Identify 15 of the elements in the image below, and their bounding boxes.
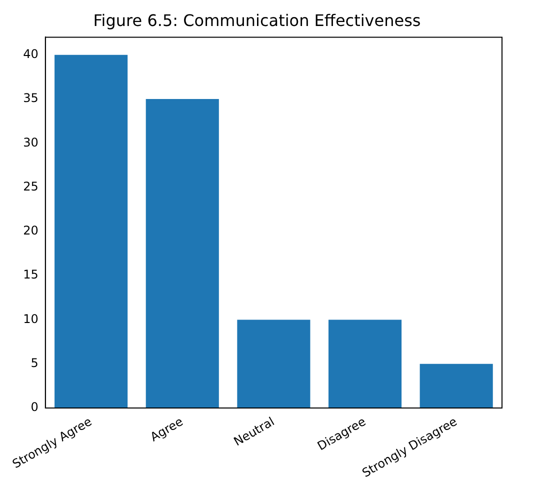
bar — [328, 320, 402, 408]
y-tick-label: 35 — [23, 91, 38, 106]
y-tick-label: 30 — [23, 135, 38, 150]
bar — [146, 99, 219, 408]
bar — [54, 54, 128, 408]
y-tick-label: 0 — [30, 400, 38, 414]
chart-title: Figure 6.5: Communication Effectiveness — [93, 10, 421, 30]
y-tick-label: 10 — [23, 312, 38, 326]
y-tick-label: 25 — [23, 179, 38, 194]
y-tick-label: 40 — [23, 46, 38, 61]
y-tick-label: 20 — [23, 224, 38, 238]
bar — [420, 364, 493, 408]
y-tick-label: 15 — [23, 268, 38, 282]
y-tick-label: 5 — [30, 356, 38, 370]
bar — [237, 320, 310, 408]
